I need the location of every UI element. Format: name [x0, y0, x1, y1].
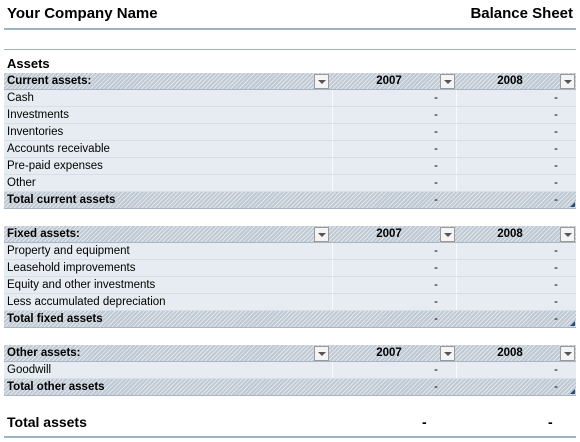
header-divider-lower	[4, 49, 576, 50]
cell-2008[interactable]: -	[554, 364, 558, 376]
filter-dropdown-icon[interactable]	[314, 74, 329, 89]
row-label[interactable]: Accounts receivable	[7, 143, 110, 155]
table-resize-handle-icon[interactable]	[570, 389, 575, 394]
total-label[interactable]: Total current assets	[7, 194, 116, 206]
column-header-2008[interactable]: 2008	[497, 75, 523, 87]
column-header-label[interactable]: Fixed assets:	[7, 228, 80, 240]
row-label[interactable]: Goodwill	[7, 364, 52, 376]
fixed-assets-table: Fixed assets: 2007 2008 Property and equ…	[4, 226, 576, 328]
filter-dropdown-icon[interactable]	[440, 227, 455, 242]
cell-2008[interactable]: -	[554, 177, 558, 189]
total-row[interactable]: Total current assets - -	[4, 192, 576, 209]
sheet-title[interactable]: Balance Sheet	[470, 5, 573, 22]
total-2007[interactable]: -	[434, 313, 438, 325]
filter-dropdown-icon[interactable]	[560, 227, 575, 242]
cell-2007[interactable]: -	[434, 364, 438, 376]
column-header-label[interactable]: Other assets:	[7, 347, 81, 359]
total-2007[interactable]: -	[434, 194, 438, 206]
row-label[interactable]: Less accumulated depreciation	[7, 296, 166, 308]
table-row[interactable]: Other - -	[4, 175, 576, 192]
total-label[interactable]: Total other assets	[7, 381, 105, 393]
grand-total-label[interactable]: Total assets	[7, 414, 87, 430]
table-header-row: Other assets: 2007 2008	[4, 345, 576, 362]
current-assets-table: Current assets: 2007 2008 Cash - - Inves…	[4, 73, 576, 209]
sheet-header: Your Company Name Balance Sheet	[0, 0, 580, 28]
total-2008[interactable]: -	[554, 313, 558, 325]
column-header-2007[interactable]: 2007	[376, 228, 402, 240]
column-header-2007[interactable]: 2007	[376, 347, 402, 359]
cell-2008[interactable]: -	[554, 126, 558, 138]
cell-2007[interactable]: -	[434, 177, 438, 189]
table-header-row: Current assets: 2007 2008	[4, 73, 576, 90]
header-divider	[4, 28, 576, 30]
table-row[interactable]: Goodwill - -	[4, 362, 576, 379]
table-header-row: Fixed assets: 2007 2008	[4, 226, 576, 243]
table-row[interactable]: Accounts receivable - -	[4, 141, 576, 158]
table-row[interactable]: Pre-paid expenses - -	[4, 158, 576, 175]
cell-2008[interactable]: -	[554, 160, 558, 172]
cell-2008[interactable]: -	[554, 262, 558, 274]
row-label[interactable]: Leasehold improvements	[7, 262, 136, 274]
other-assets-table: Other assets: 2007 2008 Goodwill - - Tot…	[4, 345, 576, 396]
cell-2007[interactable]: -	[434, 143, 438, 155]
cell-2008[interactable]: -	[554, 92, 558, 104]
cell-2007[interactable]: -	[434, 160, 438, 172]
column-header-2008[interactable]: 2008	[497, 347, 523, 359]
table-row[interactable]: Property and equipment - -	[4, 243, 576, 260]
grand-total-2008[interactable]: -	[548, 414, 553, 430]
cell-2008[interactable]: -	[554, 143, 558, 155]
cell-2007[interactable]: -	[434, 126, 438, 138]
total-2008[interactable]: -	[554, 194, 558, 206]
bottom-divider	[4, 436, 576, 438]
table-resize-handle-icon[interactable]	[570, 321, 575, 326]
assets-section-label[interactable]: Assets	[7, 56, 50, 71]
table-row[interactable]: Equity and other investments - -	[4, 277, 576, 294]
grand-total-row[interactable]: Total assets - -	[4, 412, 576, 436]
filter-dropdown-icon[interactable]	[314, 227, 329, 242]
row-label[interactable]: Other	[7, 177, 36, 189]
column-header-2007[interactable]: 2007	[376, 75, 402, 87]
cell-2007[interactable]: -	[434, 109, 438, 121]
row-label[interactable]: Cash	[7, 92, 34, 104]
row-label[interactable]: Inventories	[7, 126, 64, 138]
cell-2007[interactable]: -	[434, 92, 438, 104]
row-label[interactable]: Property and equipment	[7, 245, 130, 257]
cell-2007[interactable]: -	[434, 279, 438, 291]
total-row[interactable]: Total fixed assets - -	[4, 311, 576, 328]
filter-dropdown-icon[interactable]	[560, 346, 575, 361]
filter-dropdown-icon[interactable]	[314, 346, 329, 361]
cell-2008[interactable]: -	[554, 296, 558, 308]
total-label[interactable]: Total fixed assets	[7, 313, 103, 325]
filter-dropdown-icon[interactable]	[440, 74, 455, 89]
table-row[interactable]: Cash - -	[4, 90, 576, 107]
cell-2007[interactable]: -	[434, 245, 438, 257]
table-row[interactable]: Less accumulated depreciation - -	[4, 294, 576, 311]
total-row[interactable]: Total other assets - -	[4, 379, 576, 396]
filter-dropdown-icon[interactable]	[560, 74, 575, 89]
company-name[interactable]: Your Company Name	[7, 5, 158, 22]
total-2008[interactable]: -	[554, 381, 558, 393]
row-label[interactable]: Pre-paid expenses	[7, 160, 103, 172]
column-header-2008[interactable]: 2008	[497, 228, 523, 240]
total-2007[interactable]: -	[434, 381, 438, 393]
table-row[interactable]: Investments - -	[4, 107, 576, 124]
filter-dropdown-icon[interactable]	[440, 346, 455, 361]
row-label[interactable]: Equity and other investments	[7, 279, 156, 291]
row-label[interactable]: Investments	[7, 109, 69, 121]
column-header-label[interactable]: Current assets:	[7, 75, 92, 87]
cell-2008[interactable]: -	[554, 279, 558, 291]
table-resize-handle-icon[interactable]	[570, 202, 575, 207]
cell-2007[interactable]: -	[434, 262, 438, 274]
grand-total-2007[interactable]: -	[422, 414, 427, 430]
cell-2008[interactable]: -	[554, 109, 558, 121]
cell-2008[interactable]: -	[554, 245, 558, 257]
table-row[interactable]: Inventories - -	[4, 124, 576, 141]
cell-2007[interactable]: -	[434, 296, 438, 308]
table-row[interactable]: Leasehold improvements - -	[4, 260, 576, 277]
